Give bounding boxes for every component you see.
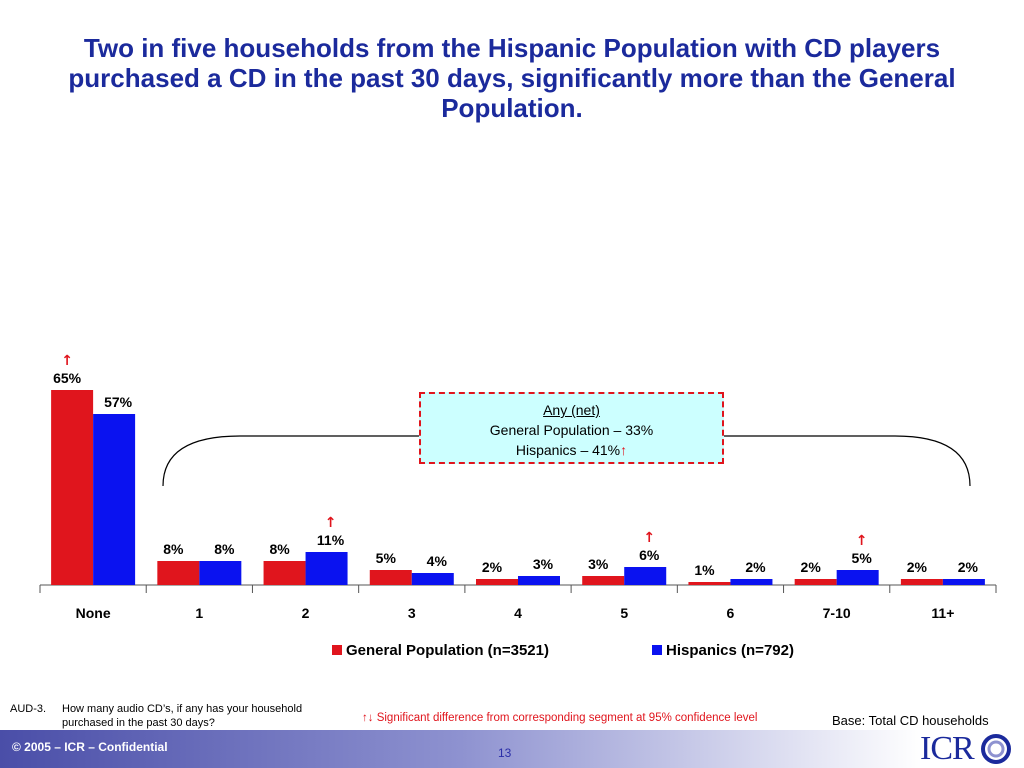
significance-up-icon: ↑ [325,515,337,531]
data-label: 2% [745,559,766,575]
any-net-header: Any (net) [543,402,600,418]
data-label: 8% [214,541,235,557]
legend-label-general: General Population (n=3521) [346,642,549,659]
footer-bar: © 2005 – ICR – Confidential 13 [0,730,1024,768]
legend-item-hispanic: Hispanics (n=792) [652,642,794,659]
bar [582,576,625,585]
data-label: 8% [163,541,184,557]
any-net-hispanics: Hispanics – 41%↑ [515,442,628,458]
x-tick-label: None [76,605,111,621]
x-tick-label: 4 [514,605,522,621]
base-note: Base: Total CD households [832,713,989,728]
bar [157,561,200,585]
x-tick-label: 1 [195,605,203,621]
significance-up-icon: ↑ [643,530,655,546]
logo-text: ICR [920,730,975,767]
data-label: 57% [104,394,133,410]
bar [942,579,985,585]
data-label: 11% [317,532,345,548]
data-label: 5% [852,550,873,566]
question-number: AUD-3. [10,703,47,715]
icr-logo: ICR [920,730,1016,767]
data-label: 65% [53,370,82,386]
legend-swatch-hispanic [652,645,662,655]
x-tick-label: 7-10 [823,605,851,621]
bar [93,414,136,585]
any-net-box: Any (net) General Population – 33% Hispa… [419,392,724,464]
page-number: 13 [498,746,512,760]
bar [476,579,518,585]
copyright: © 2005 – ICR – Confidential [12,740,168,754]
slide-title: Two in five households from the Hispanic… [68,33,956,123]
question-line-1: How many audio CD’s, if any has your hou… [62,703,303,715]
question-note: AUD-3. How many audio CD’s, if any has yo… [10,702,302,730]
legend-label-hispanic: Hispanics (n=792) [666,642,794,659]
significance-up-icon: ↑ [856,533,868,549]
bar [900,579,943,585]
x-tick-label: 6 [727,605,735,621]
x-tick-label: 5 [620,605,628,621]
bar [836,570,879,585]
significance-up-icon: ↑ [61,353,73,369]
bar [369,570,412,585]
bar [794,579,837,585]
x-tick-label: 2 [302,605,310,621]
data-label: 2% [958,559,979,575]
any-net-general: General Population – 33% [489,422,654,438]
data-label: 6% [639,547,660,563]
bar [730,579,773,585]
logo-swirl-icon [981,734,1011,764]
significance-note: ↑↓ Significant difference from correspon… [362,712,758,724]
bar [263,561,306,585]
bar [411,573,454,585]
question-line-2: purchased in the past 30 days? [62,717,215,729]
bar [305,552,348,585]
legend-item-general: General Population (n=3521) [332,642,549,659]
bar [199,561,242,585]
data-label: 2% [482,559,503,575]
data-label: 4% [427,553,448,569]
data-label: 5% [376,550,397,566]
bar [688,582,731,585]
data-label: 2% [907,559,928,575]
data-label: 3% [533,556,554,572]
bar [51,390,94,585]
bar [624,567,667,585]
x-tick-label: 3 [408,605,416,621]
data-label: 3% [588,556,609,572]
legend-swatch-general [332,645,342,655]
bar [518,576,560,585]
significance-up-icon: ↑ [620,442,628,458]
data-label: 8% [269,541,290,557]
x-tick-label: 11+ [931,605,954,621]
data-label: 2% [801,559,822,575]
data-label: 1% [694,562,715,578]
